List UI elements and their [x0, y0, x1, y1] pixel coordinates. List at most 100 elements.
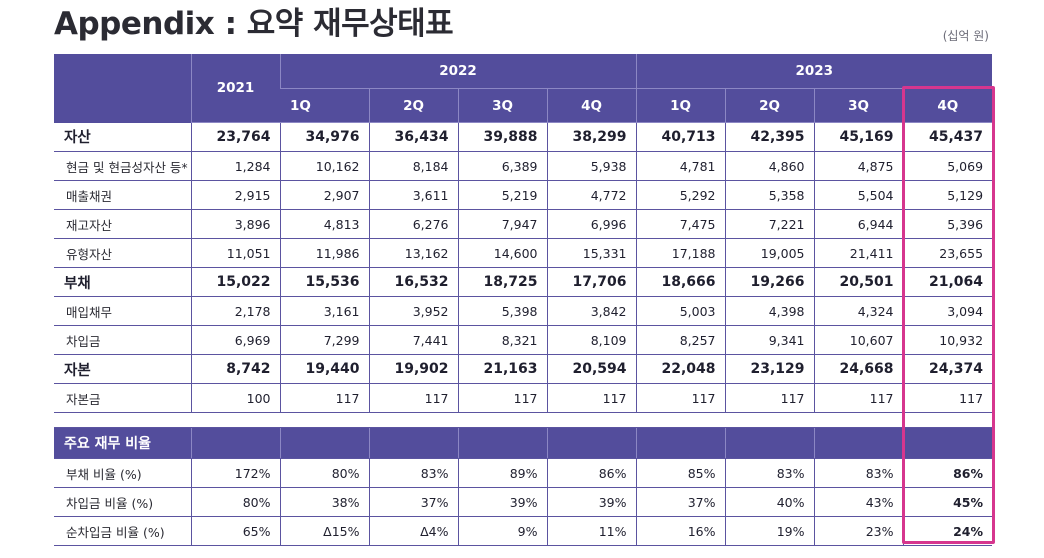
cell: 5,003 — [635, 296, 726, 326]
cell: 65% — [190, 516, 280, 546]
cell: 15,022 — [190, 267, 280, 297]
cell: 5,069 — [902, 151, 993, 181]
row-receivables: 매출채권 2,915 2,907 3,611 5,219 4,772 5,292… — [54, 180, 993, 210]
section-cell — [635, 427, 726, 459]
cell: 15,331 — [546, 238, 637, 268]
header-year-2021: 2021 — [190, 54, 280, 123]
cell: 2,907 — [279, 180, 369, 210]
row-cash: 현금 및 현금성자산 등* 1,284 10,162 8,184 6,389 5… — [54, 151, 993, 181]
cell: 39% — [546, 487, 637, 517]
cell: 19% — [724, 516, 815, 546]
cell: 39% — [457, 487, 547, 517]
cell: 172% — [190, 458, 280, 488]
cell: 6,996 — [546, 209, 637, 239]
ratio-section-header: 주요 재무 비율 — [54, 427, 993, 459]
cell: 14,600 — [457, 238, 547, 268]
cell: 3,611 — [368, 180, 458, 210]
cell: 38,299 — [546, 122, 637, 152]
header-quarter-row: 1Q 2Q 3Q 4Q 1Q 2Q 3Q 4Q — [54, 88, 993, 123]
cell: 23,764 — [190, 122, 280, 152]
cell: 18,725 — [457, 267, 547, 297]
cell: 3,896 — [190, 209, 280, 239]
cell: 40,713 — [635, 122, 726, 152]
cell: 19,005 — [724, 238, 815, 268]
cell: 10,607 — [813, 325, 904, 355]
row-label: 매출채권 — [54, 180, 191, 210]
row-label: 부채 비율 (%) — [54, 458, 191, 488]
cell: 36,434 — [368, 122, 458, 152]
cell: 45,437 — [902, 122, 993, 152]
cell: 45,169 — [813, 122, 904, 152]
header-2023-q4: 4Q — [902, 88, 993, 123]
cell: 19,266 — [724, 267, 815, 297]
cell: 7,299 — [279, 325, 369, 355]
cell: 42,395 — [724, 122, 815, 152]
unit-label: (십억 원) — [942, 29, 989, 43]
row-payables: 매입채무 2,178 3,161 3,952 5,398 3,842 5,003… — [54, 296, 993, 326]
header-2023-q1: 1Q — [635, 88, 726, 123]
cell: 19,902 — [368, 354, 458, 384]
cell: 6,276 — [368, 209, 458, 239]
cell: 15,536 — [279, 267, 369, 297]
header-2022-q1: 1Q — [280, 88, 369, 123]
cell: 3,161 — [279, 296, 369, 326]
cell: 85% — [635, 458, 726, 488]
cell: 8,257 — [635, 325, 726, 355]
header-2022-q2: 2Q — [368, 88, 458, 123]
cell: 5,358 — [724, 180, 815, 210]
cell: 117 — [724, 383, 815, 413]
cell: 37% — [368, 487, 458, 517]
cell: 9% — [457, 516, 547, 546]
cell: 10,932 — [902, 325, 993, 355]
section-cell — [457, 427, 547, 459]
section-cell — [190, 427, 280, 459]
cell: Δ4% — [368, 516, 458, 546]
cell: 1,284 — [190, 151, 280, 181]
cell: 19,440 — [279, 354, 369, 384]
row-label: 자본 — [54, 354, 191, 384]
cell: 83% — [368, 458, 458, 488]
row-inventory: 재고자산 3,896 4,813 6,276 7,947 6,996 7,475… — [54, 209, 993, 239]
cell: 23% — [813, 516, 904, 546]
section-cell — [813, 427, 904, 459]
row-label: 현금 및 현금성자산 등* — [54, 151, 191, 181]
header-2022-q3: 3Q — [457, 88, 547, 123]
row-borrowings: 차입금 6,969 7,299 7,441 8,321 8,109 8,257 … — [54, 325, 993, 355]
cell: 39,888 — [457, 122, 547, 152]
cell: 3,952 — [368, 296, 458, 326]
cell: 83% — [813, 458, 904, 488]
spacer-cell — [54, 412, 993, 428]
row-label: 매입채무 — [54, 296, 191, 326]
cell: 5,292 — [635, 180, 726, 210]
cell: 21,411 — [813, 238, 904, 268]
cell: 6,944 — [813, 209, 904, 239]
cell: 18,666 — [635, 267, 726, 297]
row-tangible-assets: 유형자산 11,051 11,986 13,162 14,600 15,331 … — [54, 238, 993, 268]
cell: 89% — [457, 458, 547, 488]
cell: 21,064 — [902, 267, 993, 297]
row-debt-ratio: 부채 비율 (%) 172% 80% 83% 89% 86% 85% 83% 8… — [54, 458, 993, 488]
row-net-borrowing-ratio: 순차입금 비율 (%) 65% Δ15% Δ4% 9% 11% 16% 19% … — [54, 516, 993, 546]
section-cell — [724, 427, 815, 459]
row-assets: 자산 23,764 34,976 36,434 39,888 38,299 40… — [54, 122, 993, 152]
cell: 83% — [724, 458, 815, 488]
cell: 17,188 — [635, 238, 726, 268]
cell: 16,532 — [368, 267, 458, 297]
cell: 117 — [546, 383, 637, 413]
page-title: Appendix : 요약 재무상태표 — [54, 6, 454, 42]
cell: 80% — [190, 487, 280, 517]
row-label: 자본금 — [54, 383, 191, 413]
row-label: 부채 — [54, 267, 191, 297]
cell: 22,048 — [635, 354, 726, 384]
row-label: 재고자산 — [54, 209, 191, 239]
header-2022-q4: 4Q — [546, 88, 637, 123]
row-label: 순차입금 비율 (%) — [54, 516, 191, 546]
cell: 4,813 — [279, 209, 369, 239]
cell: 5,504 — [813, 180, 904, 210]
cell: 100 — [190, 383, 280, 413]
header-year-2023: 2023 — [635, 54, 993, 89]
cell: 6,969 — [190, 325, 280, 355]
row-label: 차입금 비율 (%) — [54, 487, 191, 517]
cell: 117 — [279, 383, 369, 413]
cell: 5,938 — [546, 151, 637, 181]
